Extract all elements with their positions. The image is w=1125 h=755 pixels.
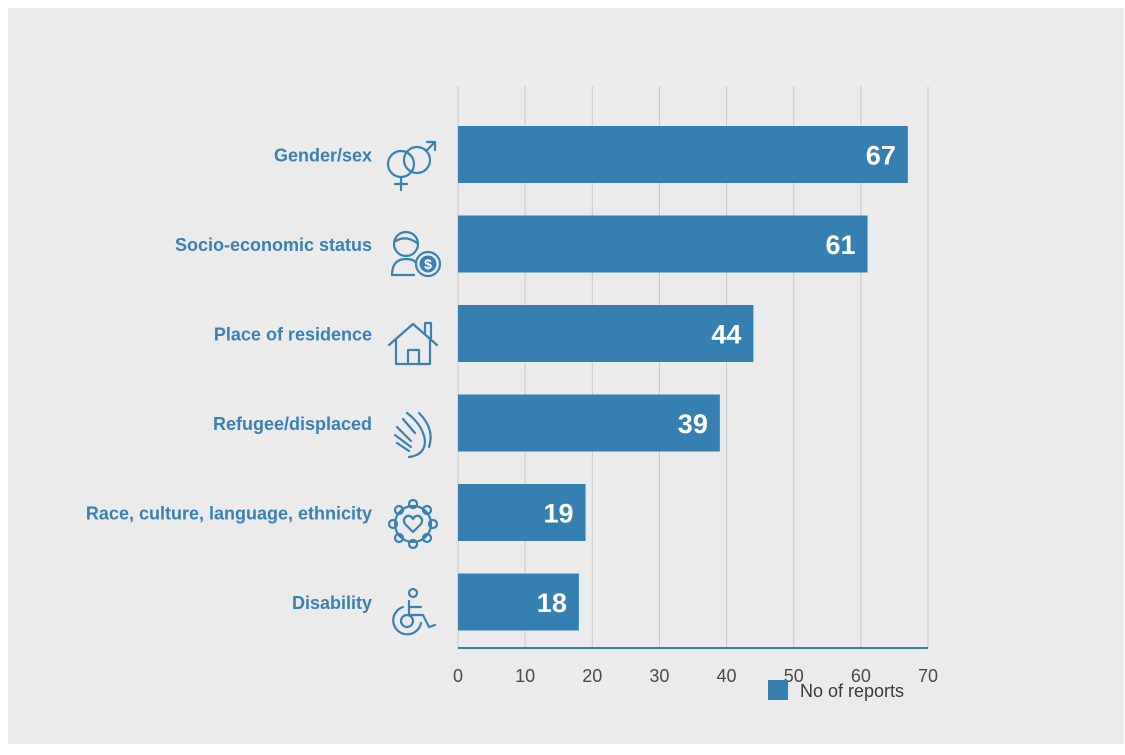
x-tick-labels: 0 10 20 30 40 50 60 70 bbox=[453, 666, 938, 686]
socio-economic-icon: $ bbox=[390, 230, 442, 278]
x-tick-label: 50 bbox=[784, 666, 804, 686]
x-tick-label: 30 bbox=[649, 666, 669, 686]
category-label: Place of residence bbox=[214, 325, 372, 345]
bar bbox=[458, 484, 586, 541]
data-label: 18 bbox=[537, 588, 567, 618]
data-label: 61 bbox=[826, 230, 856, 260]
house-icon bbox=[387, 321, 439, 366]
category-label: Race, culture, language, ethnicity bbox=[86, 504, 372, 524]
svg-text:$: $ bbox=[424, 256, 432, 272]
bar bbox=[458, 394, 720, 452]
chart-panel: 67 61 44 39 19 18 0 10 20 30 40 50 60 70 Gender/sex S… bbox=[8, 8, 1124, 744]
bar bbox=[458, 126, 908, 183]
category-label: Disability bbox=[292, 593, 372, 613]
bar bbox=[458, 305, 754, 362]
data-label: 67 bbox=[866, 141, 896, 171]
category-icons: $ bbox=[386, 140, 442, 636]
category-label: Gender/sex bbox=[274, 146, 372, 166]
bar-chart: 67 61 44 39 19 18 0 10 20 30 40 50 60 70 Gender/sex S… bbox=[86, 86, 938, 701]
x-tick-label: 60 bbox=[851, 666, 871, 686]
category-label: Socio-economic status bbox=[175, 235, 372, 255]
refugee-hands-icon bbox=[393, 411, 432, 459]
bar bbox=[458, 573, 579, 631]
category-label: Refugee/displaced bbox=[213, 414, 372, 434]
legend: No of reports bbox=[768, 680, 904, 701]
legend-swatch bbox=[768, 680, 788, 700]
x-tick-label: 0 bbox=[453, 666, 463, 686]
data-label: 39 bbox=[678, 409, 708, 439]
wheelchair-icon bbox=[392, 587, 437, 636]
category-labels: Gender/sex Socio-economic status Place of … bbox=[86, 146, 372, 614]
data-label: 44 bbox=[711, 320, 741, 350]
x-tick-label: 70 bbox=[918, 666, 938, 686]
data-label: 19 bbox=[544, 499, 574, 529]
x-tick-label: 40 bbox=[717, 666, 737, 686]
diversity-circle-icon bbox=[387, 498, 439, 550]
x-tick-label: 10 bbox=[515, 666, 535, 686]
x-tick-label: 20 bbox=[582, 666, 602, 686]
legend-label: No of reports bbox=[800, 681, 904, 701]
gender-icon bbox=[386, 140, 437, 192]
bar bbox=[458, 215, 868, 273]
bars: 67 61 44 39 19 18 bbox=[458, 126, 908, 631]
